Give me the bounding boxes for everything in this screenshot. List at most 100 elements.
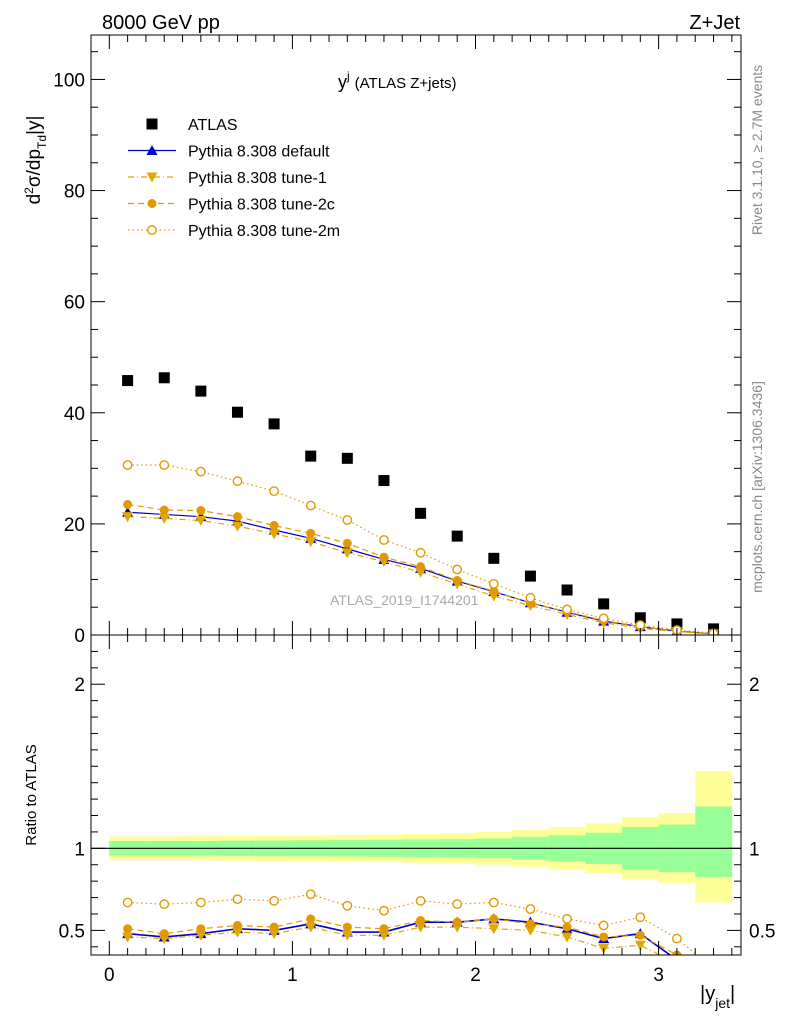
ratio-point-s3 <box>525 904 536 914</box>
data-point-s2 <box>231 521 243 532</box>
ratio-point-s1 <box>415 922 427 933</box>
data-point-s0 <box>268 418 280 430</box>
ratio-x-tick-label: 0 <box>104 965 115 986</box>
ratio-point-s3 <box>342 900 353 911</box>
ratio-point-s3 <box>415 895 426 906</box>
data-point-s2 <box>268 529 280 540</box>
main-y-tick-label: 40 <box>64 404 85 425</box>
ratio-point-s2 <box>379 924 389 934</box>
ratio-point-s3 <box>562 913 572 924</box>
data-point-s4 <box>562 604 572 615</box>
ratio-point-s1 <box>524 925 536 936</box>
data-point-s2 <box>341 548 353 559</box>
data-point-s0 <box>195 385 207 397</box>
main-y-tick-label: 100 <box>53 70 85 91</box>
data-point-s3 <box>489 586 499 596</box>
x-axis-label: |yjet| <box>700 983 735 1011</box>
main-y-tick-label: 80 <box>64 182 85 203</box>
header-left: 8000 GeV pp <box>102 12 220 34</box>
data-point-s4 <box>488 578 499 589</box>
ratio-x-tick-label: 3 <box>653 965 664 986</box>
ratio-point-s2 <box>196 924 206 934</box>
main-y-tick-label: 60 <box>64 293 85 314</box>
ratio-y-tick-label-right: 1 <box>749 839 760 860</box>
ratio-point-s3 <box>232 894 243 905</box>
data-point-s3 <box>196 506 206 516</box>
ratio-point-s2 <box>306 914 316 924</box>
ratio-point-s2 <box>232 920 242 930</box>
legend-marker <box>146 118 158 130</box>
ratio-y-tick-label-right: 2 <box>749 675 760 696</box>
series-line-4 <box>127 464 714 634</box>
data-point-s4 <box>232 476 243 487</box>
data-point-s0 <box>598 598 610 610</box>
data-point-s3 <box>342 538 352 548</box>
legend-entry-label: Pythia 8.308 default <box>188 144 330 161</box>
inner-band-bin <box>695 806 733 878</box>
data-point-s4 <box>452 564 463 575</box>
mcplots-label: mcplots.cern.ch [arXiv:1306.3436] <box>749 381 765 593</box>
data-point-s3 <box>123 499 133 509</box>
data-point-s0 <box>634 612 646 624</box>
ratio-point-s3 <box>122 897 133 908</box>
data-point-s2 <box>305 537 317 548</box>
ratio-series-line-2 <box>127 918 678 955</box>
panel-title-sup: j <box>346 69 350 83</box>
data-point-s4 <box>379 535 389 545</box>
main-x-ticks <box>108 35 733 635</box>
legend-entry-label: ATLAS <box>188 117 238 134</box>
ratio-y-axis: 0.5 0.5 1 1 2 2 <box>59 650 775 948</box>
ratio-x-tick-label: 2 <box>470 965 481 986</box>
panel-title-rest: (ATLAS Z+jets) <box>355 75 457 92</box>
ratio-point-s2 <box>342 922 352 932</box>
ratio-point-s3 <box>672 933 682 944</box>
data-point-s3 <box>416 562 426 572</box>
main-y-tick-label: 0 <box>74 626 85 647</box>
ratio-point-s1 <box>561 932 573 943</box>
ratio-point-s1 <box>268 929 280 940</box>
ratio-point-s3 <box>635 912 646 923</box>
legend-marker <box>147 225 157 235</box>
ratio-point-s3 <box>269 895 279 906</box>
legend-marker <box>147 199 157 208</box>
panel-title-main: y <box>338 72 347 92</box>
data-point-s0 <box>561 584 573 596</box>
ratio-point-s1 <box>671 959 682 969</box>
data-point-s0 <box>158 372 170 384</box>
ratio-point-s2 <box>123 924 133 934</box>
ratio-point-s2 <box>269 922 279 932</box>
ratio-point-s3 <box>452 899 463 910</box>
ratio-x-axis: 0 1 2 3 <box>104 635 733 986</box>
data-point-s4 <box>122 460 133 470</box>
data-point-s0 <box>341 452 353 464</box>
data-point-s0 <box>671 618 683 630</box>
legend-marker <box>146 145 158 155</box>
ratio-point-s2 <box>635 930 645 940</box>
ratio-uncertainty-bands <box>91 771 741 903</box>
ratio-point-s3 <box>488 897 499 908</box>
ratio-x-tick-label: 1 <box>287 965 298 986</box>
data-point-s3 <box>159 505 169 515</box>
ratio-point-s2 <box>562 922 572 932</box>
data-point-s3 <box>269 521 279 531</box>
ratio-point-s1 <box>122 932 134 943</box>
ratio-y-tick-label: 0.5 <box>59 921 85 942</box>
ratio-point-s2 <box>599 932 609 942</box>
ratio-point-s3 <box>305 889 316 900</box>
ratio-point-s1 <box>341 930 353 941</box>
main-y-axis: 0 20 40 60 80 100 <box>53 51 741 647</box>
data-point-s4 <box>195 466 206 477</box>
data-point-s4 <box>415 547 426 558</box>
data-point-s2 <box>122 512 134 523</box>
data-point-s4 <box>269 486 279 497</box>
ratio-y-label: Ratio to ATLAS <box>23 744 40 845</box>
ratio-point-s3 <box>195 897 206 908</box>
ratio-point-s2 <box>416 916 426 926</box>
ratio-point-s1 <box>378 930 390 941</box>
ratio-y-tick-label: 2 <box>74 675 85 696</box>
legend-entry-label: Pythia 8.308 tune-2c <box>188 197 335 214</box>
data-point-s4 <box>305 500 316 511</box>
ratio-point-s1 <box>488 924 500 935</box>
ratio-panel-frame <box>90 634 742 956</box>
